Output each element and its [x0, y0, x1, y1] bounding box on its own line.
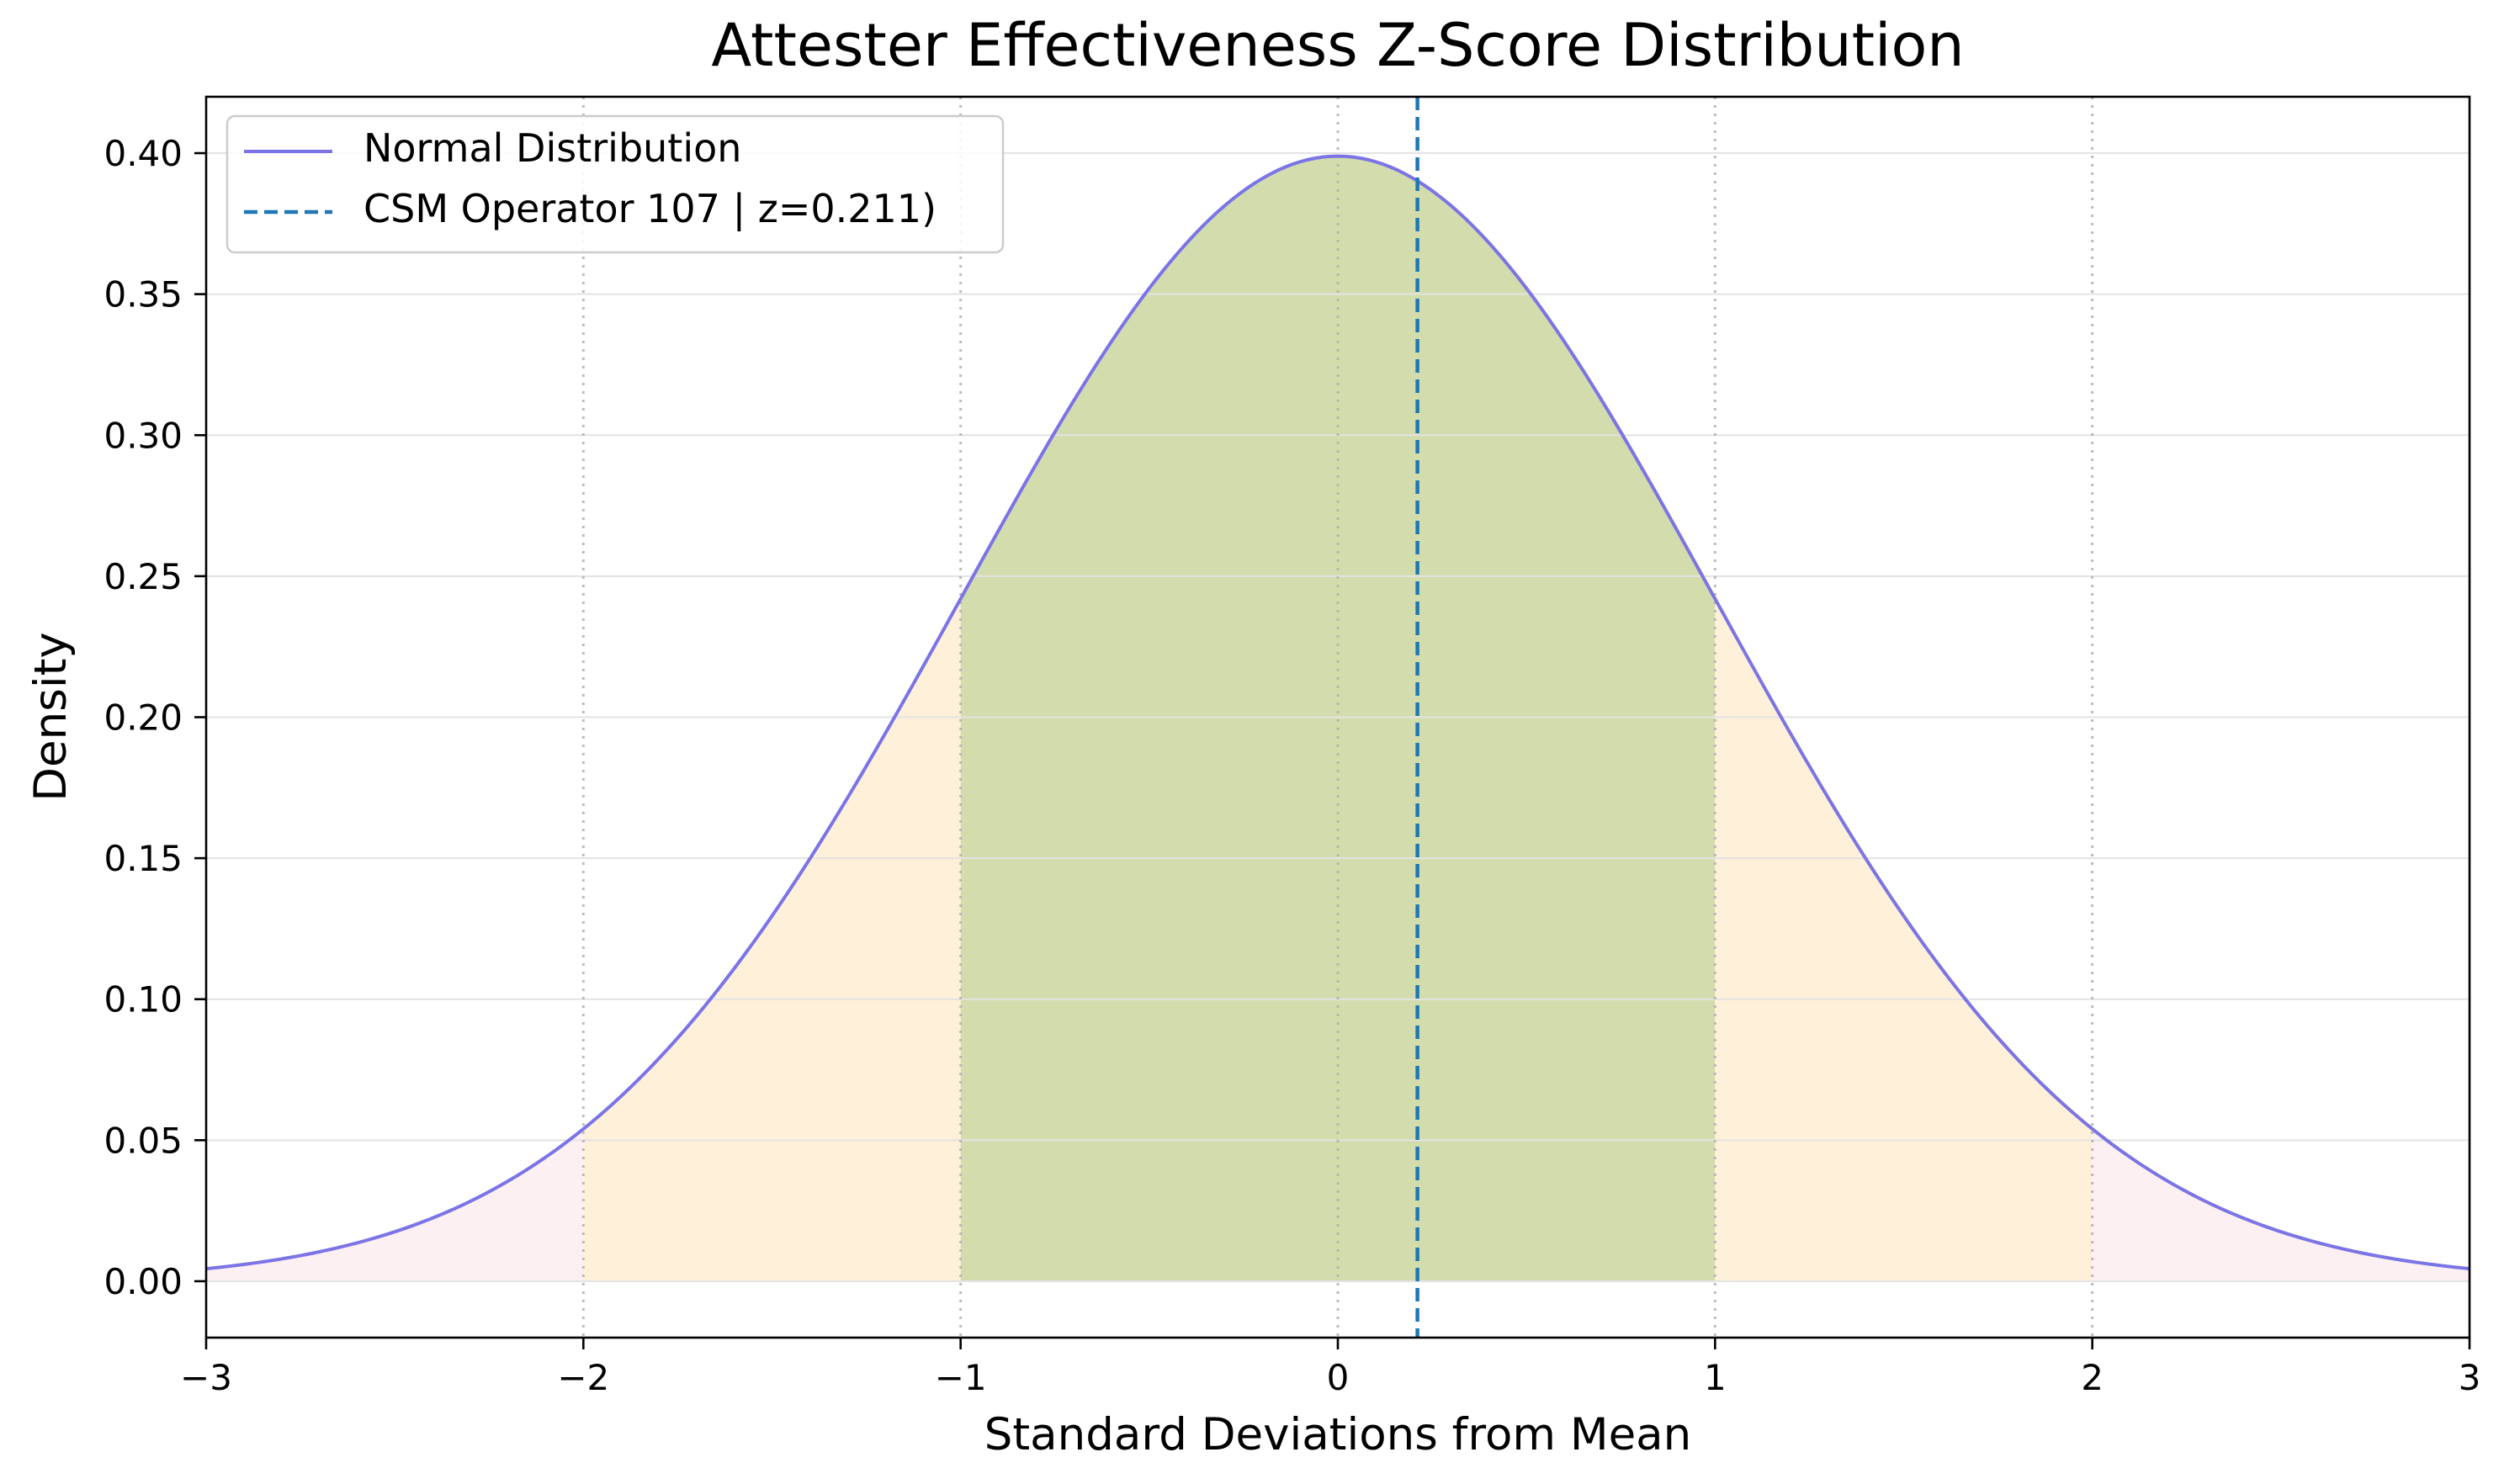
x-tick-label-4: 1 — [1704, 1357, 1727, 1398]
y-tick-label-0: 0.00 — [103, 1261, 183, 1302]
x-axis-ticks: −3 −2 −1 0 1 2 3 — [180, 1338, 2480, 1398]
x-tick-label-6: 3 — [2459, 1357, 2481, 1398]
x-tick-label-0: −3 — [180, 1357, 232, 1398]
y-tick-label-5: 0.25 — [103, 556, 183, 597]
shaded-region-4 — [2092, 1128, 2470, 1281]
y-tick-label-4: 0.20 — [103, 697, 183, 739]
x-tick-label-5: 2 — [2081, 1357, 2104, 1398]
y-axis-ticks: 0.00 0.05 0.10 0.15 0.20 0.25 0.30 0.35 0.40 — [103, 133, 206, 1302]
x-axis-label: Standard Deviations from Mean — [984, 1409, 1692, 1460]
x-tick-label-2: −1 — [935, 1357, 987, 1398]
y-tick-label-2: 0.10 — [103, 979, 183, 1020]
shaded-region-3 — [206, 1128, 584, 1281]
x-tick-label-3: 0 — [1327, 1357, 1350, 1398]
x-tick-label-1: −2 — [557, 1357, 609, 1398]
y-tick-label-8: 0.40 — [103, 133, 183, 174]
legend-label-normal-distribution: Normal Distribution — [363, 125, 741, 171]
legend-label-operator-marker: CSM Operator 107 | z=0.211) — [363, 186, 936, 232]
series-normal-distribution-line — [205, 154, 2470, 1271]
y-tick-label-1: 0.05 — [103, 1120, 183, 1161]
y-tick-label-7: 0.35 — [103, 274, 183, 315]
legend: Normal Distribution CSM Operator 107 | z… — [225, 114, 1005, 254]
y-tick-label-6: 0.30 — [103, 415, 183, 456]
y-tick-label-3: 0.15 — [103, 838, 183, 879]
chart-title: Attester Effectiveness Z-Score Distribut… — [711, 11, 1964, 80]
y-axis-label: Density — [25, 632, 77, 802]
legend-box — [225, 114, 1005, 254]
curve-layer — [205, 154, 2470, 1271]
